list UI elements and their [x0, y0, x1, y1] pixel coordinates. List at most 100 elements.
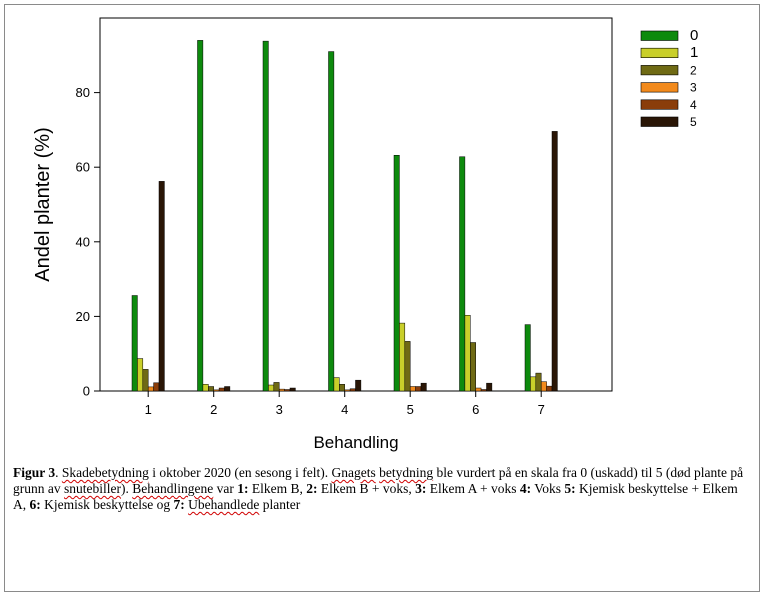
y-tick-label: 0 — [83, 384, 90, 399]
caption-text: ). — [121, 481, 133, 496]
x-axis: 1 2 3 4 5 6 7 — [145, 391, 545, 417]
treatment-text: Elkem A + voks — [426, 481, 520, 496]
treatment-number: 3: — [415, 481, 427, 496]
legend-label-4: 4 — [690, 98, 697, 112]
caption-text: . — [55, 465, 62, 480]
bar-s5-c3 — [289, 387, 296, 392]
legend-swatch-2 — [640, 65, 679, 76]
legend-label-0: 0 — [690, 27, 698, 44]
caption-word: Skadebetydning — [61, 465, 149, 480]
bar-s1-c3 — [268, 384, 275, 392]
bar-s2-c5 — [404, 341, 411, 392]
bar-s4-c6 — [480, 389, 487, 392]
legend-swatch-1 — [640, 47, 679, 59]
caption-word: Gnagets — [331, 465, 376, 480]
bar-s2-c2 — [208, 386, 214, 392]
x-axis-title: Behandling — [313, 433, 398, 452]
bar-s3-c2 — [213, 389, 220, 392]
bar-s2-c6 — [470, 342, 476, 392]
x-tick-label: 1 — [145, 402, 152, 417]
y-tick-label: 80 — [76, 85, 90, 100]
x-tick-label: 3 — [276, 402, 283, 417]
treatment-text: Elkem B, — [248, 481, 307, 496]
legend-swatch-5 — [640, 116, 679, 127]
bar-s5-c2 — [224, 386, 231, 392]
bar-s2-c7 — [535, 372, 542, 392]
plot-area — [99, 17, 613, 392]
y-tick-label: 60 — [76, 160, 90, 175]
treatment-text: Voks — [531, 481, 565, 496]
bar-s1-c7 — [530, 376, 537, 392]
treatment-text: planter — [259, 497, 301, 512]
caption-text: var — [213, 481, 238, 496]
legend-swatch-0 — [640, 30, 679, 41]
bar-s2-c4 — [339, 384, 345, 392]
bar-s3-c5 — [409, 386, 416, 392]
bar-s3-c1 — [147, 386, 154, 392]
bar-s5-c1 — [158, 181, 165, 392]
treatment-text: Elkem B + voks, — [317, 481, 416, 496]
caption-word: betydning — [379, 465, 434, 480]
bar-s1-c4 — [333, 377, 340, 392]
bar-s0-c4 — [328, 51, 335, 392]
bar-s0-c1 — [131, 295, 138, 392]
bar-s1-c2 — [202, 384, 209, 392]
bar-s0-c2 — [197, 40, 204, 392]
x-tick-label: 6 — [472, 402, 479, 417]
caption-word: Behandlingene — [132, 481, 214, 496]
y-axis-title: Andel planter (%) — [32, 127, 54, 282]
legend-swatch-4 — [640, 99, 679, 110]
bar-s3-c6 — [475, 387, 482, 392]
treatment-number: 4: — [519, 481, 532, 496]
bar-s0-c6 — [459, 156, 466, 392]
bar-s3-c3 — [278, 388, 285, 392]
bar-s5-c5 — [420, 382, 427, 392]
caption-text: ble vurdert på en skala fra 0 (uskadd) t… — [13, 465, 744, 496]
bar-s0-c3 — [262, 40, 269, 392]
bar-s1-c5 — [399, 322, 406, 392]
treatment-text: Kjemisk beskyttelse og — [40, 497, 174, 512]
figure-caption: Figur 3. Skadebetydning i oktober 2020 (… — [13, 465, 748, 513]
y-tick-label: 40 — [76, 234, 90, 249]
caption-word: Ubehandlede — [188, 497, 260, 512]
y-tick-label: 20 — [76, 309, 90, 324]
bar-s5-c7 — [551, 131, 558, 392]
bar-s2-c1 — [142, 369, 149, 392]
bar-s4-c2 — [218, 387, 225, 392]
bar-s1-c1 — [137, 358, 144, 392]
caption-label: Figur 3 — [13, 465, 56, 480]
x-tick-label: 5 — [407, 402, 414, 417]
bar-s4-c5 — [415, 386, 422, 392]
bar-s3-c4 — [344, 389, 351, 392]
x-tick-label: 2 — [210, 402, 217, 417]
legend-swatch-3 — [640, 82, 679, 93]
caption-text: i oktober 2020 (en sesong i felt). — [148, 465, 332, 480]
treatment-number: 5: — [564, 481, 576, 496]
bar-s4-c3 — [284, 389, 291, 392]
bars-layer — [131, 40, 558, 392]
bar-s2-c3 — [273, 382, 280, 392]
x-tick-label: 4 — [341, 402, 348, 417]
legend-label-2: 2 — [690, 63, 697, 77]
legend: 01 2 3 4 5 — [640, 27, 698, 129]
x-tick-label: 7 — [538, 402, 545, 417]
treatment-number: 2: — [306, 481, 318, 496]
bar-s0-c5 — [393, 155, 400, 392]
legend-label-5: 5 — [690, 115, 697, 129]
bar-s3-c7 — [540, 381, 547, 392]
caption-word: snutebiller — [64, 481, 121, 496]
bar-s4-c7 — [546, 385, 553, 392]
bar-s1-c6 — [464, 315, 471, 392]
treatment-number: 1: — [237, 481, 249, 496]
legend-label-3: 3 — [690, 81, 697, 95]
bar-s5-c4 — [355, 379, 362, 392]
bar-s0-c7 — [524, 324, 531, 392]
treatment-number: 7: — [173, 497, 185, 512]
bar-s4-c4 — [349, 388, 356, 392]
treatment-text: Kjemisk beskyttelse + Elkem A, — [13, 481, 738, 512]
bar-s5-c6 — [486, 382, 493, 392]
y-axis: 0 20 40 60 80 — [76, 85, 100, 399]
legend-label-1: 1 — [690, 44, 698, 61]
bar-s4-c1 — [153, 382, 160, 392]
